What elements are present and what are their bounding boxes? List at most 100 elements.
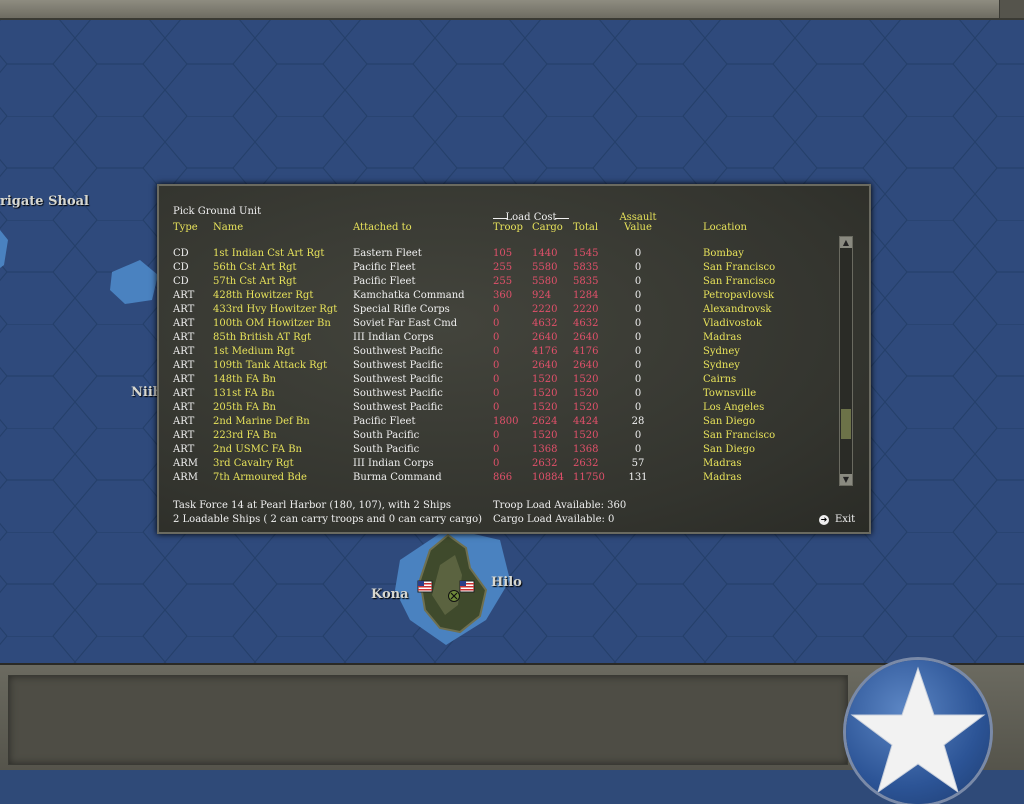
cell-type: ART [173,318,195,329]
base-markers[interactable] [417,580,487,606]
table-row[interactable]: ART 100th OM Howitzer Bn Soviet Far East C… [159,318,839,332]
load-cost-group-header: Load Cost [493,212,569,223]
cell-cargo: 1520 [532,388,558,399]
cell-total: 1520 [573,374,599,385]
cell-type: ART [173,360,195,371]
cell-location: Townsville [703,388,757,399]
cell-type: ART [173,304,195,315]
scroll-up-icon[interactable]: ▲ [840,237,852,248]
col-cargo[interactable]: Cargo [532,222,563,233]
cell-attached: Burma Command [353,472,442,483]
table-row[interactable]: ART 2nd USMC FA Bn South Pacific 0 1368 1368 0… [159,444,839,458]
star-emblem-icon[interactable] [846,660,990,804]
cell-location: San Francisco [703,276,776,287]
cell-location: Madras [703,332,742,343]
table-row[interactable]: ART 223rd FA Bn South Pacific 0 1520 1520 0 San… [159,430,839,444]
cell-type: ART [173,416,195,427]
cell-cargo: 924 [532,290,552,301]
cell-total: 4424 [573,416,599,427]
cell-attached: Southwest Pacific [353,402,443,413]
cell-troop: 866 [493,472,513,483]
cell-type: ART [173,290,195,301]
cell-name: 1st Medium Rgt [213,346,295,357]
col-assault-line2[interactable]: Value [624,222,652,233]
cargo-load-available: Cargo Load Available: 0 [493,514,615,525]
bottom-info-panel [8,675,848,765]
table-row[interactable]: ARM 7th Armoured Bde Burma Command 866 10884… [159,472,839,486]
cell-troop: 0 [493,318,500,329]
table-row[interactable]: ART 205th FA Bn Southwest Pacific 0 1520 1520… [159,402,839,416]
cell-assault: 0 [634,332,642,343]
col-troop[interactable]: Troop [493,222,523,233]
cell-cargo: 1520 [532,430,558,441]
table-row[interactable]: ART 131st FA Bn Southwest Pacific 0 1520 1520… [159,388,839,402]
cell-name: 428th Howitzer Rgt [213,290,314,301]
table-row[interactable]: ART 109th Tank Attack Rgt Southwest Pacifi… [159,360,839,374]
cell-assault: 131 [628,472,648,483]
cell-location: Madras [703,458,742,469]
cell-troop: 0 [493,346,500,357]
cell-location: Sydney [703,360,740,371]
cell-assault: 0 [634,402,642,413]
col-type[interactable]: Type [173,222,198,233]
cell-assault: 0 [634,304,642,315]
cell-attached: III Indian Corps [353,458,434,469]
cell-location: San Francisco [703,430,776,441]
cell-assault: 28 [631,416,645,427]
scroll-down-icon[interactable]: ▼ [840,474,852,485]
cell-type: ART [173,332,195,343]
table-row[interactable]: CD 1st Indian Cst Art Rgt Eastern Fleet 105… [159,248,839,262]
cell-total: 1520 [573,402,599,413]
table-row[interactable]: ARM 3rd Cavalry Rgt III Indian Corps 0 2632 2… [159,458,839,472]
table-row[interactable]: CD 56th Cst Art Rgt Pacific Fleet 255 5580 58… [159,262,839,276]
table-row[interactable]: ART 85th British AT Rgt III Indian Corps 0 2… [159,332,839,346]
map-label-niihau: Niih [131,385,163,400]
table-row[interactable]: ART 1st Medium Rgt Southwest Pacific 0 4176 4… [159,346,839,360]
cell-total: 2632 [573,458,599,469]
cell-total: 11750 [573,472,605,483]
col-attached[interactable]: Attached to [353,222,412,233]
col-location[interactable]: Location [703,222,747,233]
scroll-thumb[interactable] [841,409,851,439]
cell-type: ARM [173,472,198,483]
cell-troop: 0 [493,332,500,343]
cell-location: Bombay [703,248,744,259]
cell-troop: 0 [493,304,500,315]
cell-name: 100th OM Howitzer Bn [213,318,331,329]
cell-cargo: 1520 [532,374,558,385]
cell-location: San Francisco [703,262,776,273]
table-row[interactable]: ART 433rd Hvy Howitzer Rgt Special Rifle C… [159,304,839,318]
cell-type: ART [173,430,195,441]
cell-type: CD [173,276,189,287]
cell-attached: Southwest Pacific [353,346,443,357]
cell-troop: 255 [493,276,513,287]
cell-type: ARM [173,458,198,469]
cell-attached: Kamchatka Command [353,290,465,301]
cell-location: Alexandrovsk [703,304,772,315]
exit-button[interactable]: ➜ Exit [819,514,855,525]
dialog-title: Pick Ground Unit [173,206,262,217]
cell-cargo: 4632 [532,318,558,329]
cell-name: 7th Armoured Bde [213,472,307,483]
cell-cargo: 2640 [532,332,558,343]
cell-total: 4176 [573,346,599,357]
cell-attached: Pacific Fleet [353,276,416,287]
cell-location: Petropavlovsk [703,290,775,301]
cell-type: ART [173,388,195,399]
table-row[interactable]: ART 148th FA Bn Southwest Pacific 0 1520 1520… [159,374,839,388]
cell-attached: Soviet Far East Cmd [353,318,458,329]
table-row[interactable]: ART 2nd Marine Def Bn Pacific Fleet 1800 262… [159,416,839,430]
cell-assault: 0 [634,374,642,385]
table-row[interactable]: CD 57th Cst Art Rgt Pacific Fleet 255 5580 58… [159,276,839,290]
col-total[interactable]: Total [573,222,599,233]
cell-troop: 105 [493,248,513,259]
cell-type: ART [173,346,195,357]
cell-cargo: 5580 [532,276,558,287]
cell-name: 2nd USMC FA Bn [213,444,302,455]
table-row[interactable]: ART 428th Howitzer Rgt Kamchatka Command 36… [159,290,839,304]
cell-cargo: 2640 [532,360,558,371]
scrollbar[interactable]: ▲ ▼ [839,236,853,486]
cell-assault: 0 [634,276,642,287]
col-name[interactable]: Name [213,222,244,233]
cell-type: ART [173,402,195,413]
